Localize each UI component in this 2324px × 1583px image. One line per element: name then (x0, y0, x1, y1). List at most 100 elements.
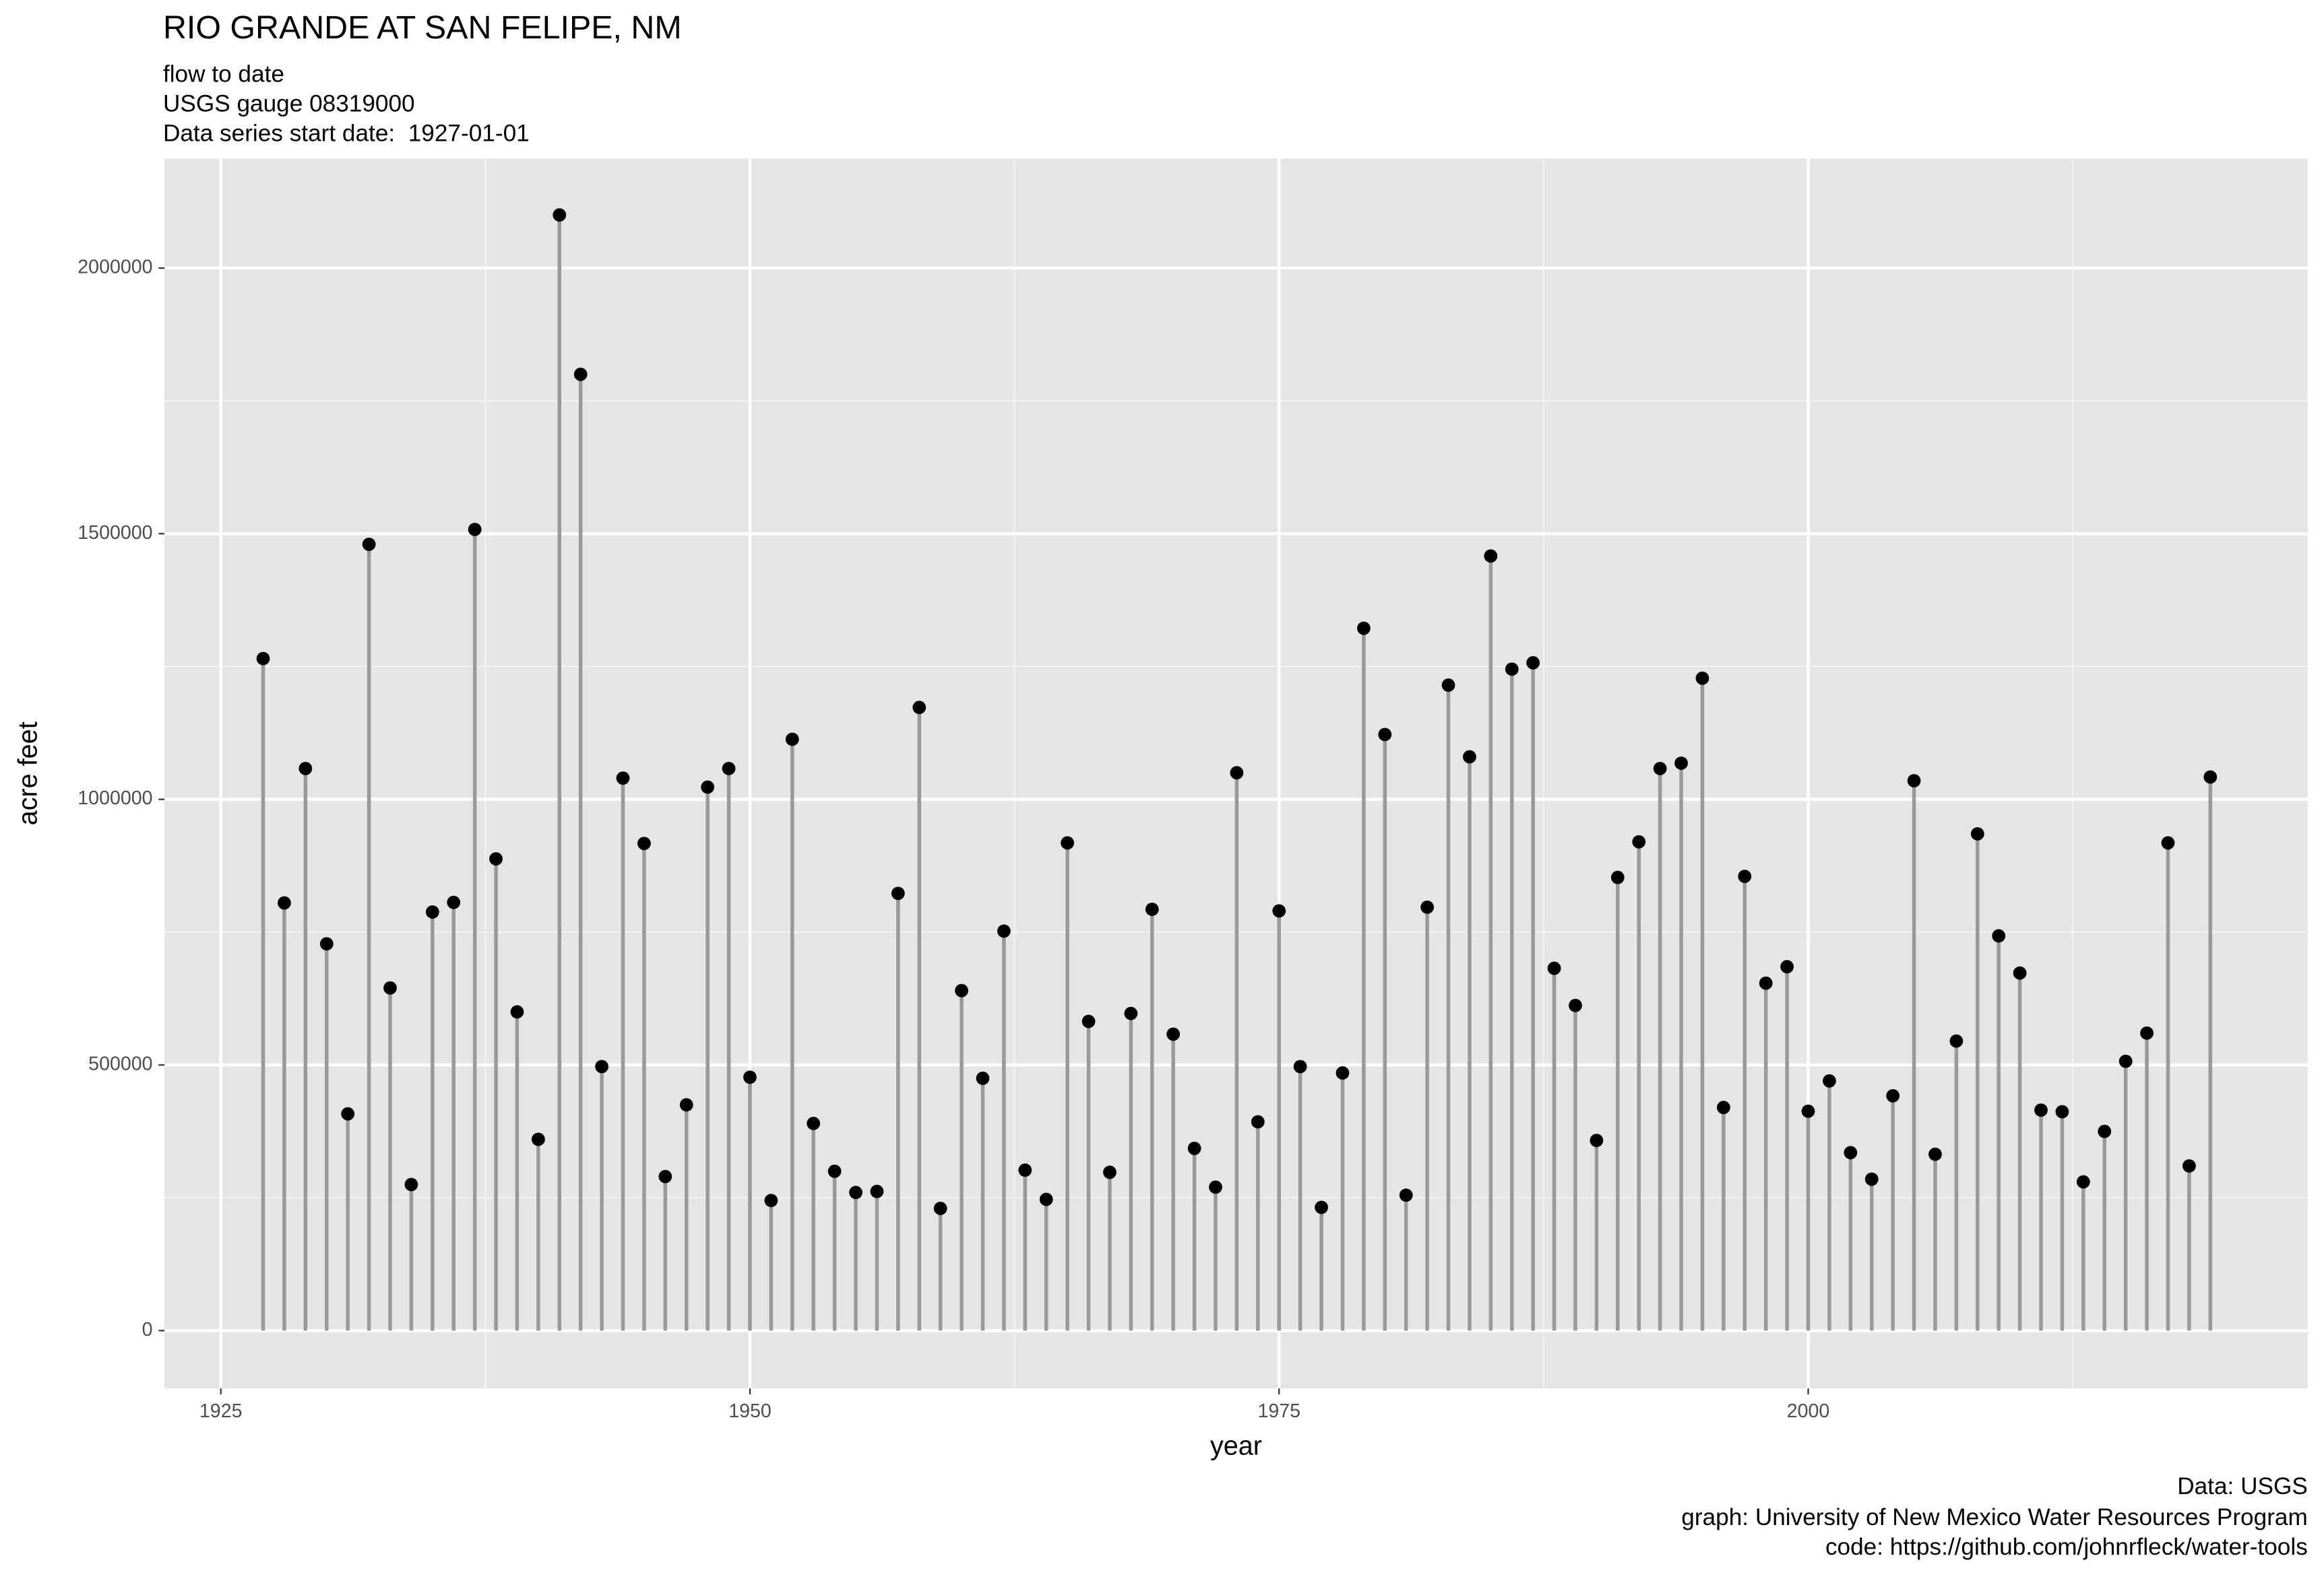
point (1378, 728, 1392, 742)
point (1949, 1034, 1964, 1048)
point (1315, 1200, 1328, 1215)
point (1780, 960, 1794, 973)
caption: code: https://github.com/johnrfleck/wate… (1825, 1534, 2308, 1560)
point (447, 895, 461, 909)
point (849, 1186, 862, 1200)
point (1293, 1060, 1307, 1074)
point (637, 837, 651, 850)
point (1526, 656, 1540, 670)
point (658, 1169, 672, 1184)
point (1653, 761, 1667, 775)
point (722, 761, 736, 775)
point (1484, 549, 1498, 563)
point (2098, 1124, 2112, 1138)
point (319, 937, 334, 951)
point (1039, 1192, 1053, 1206)
point (679, 1098, 693, 1112)
point (2140, 1026, 2154, 1040)
point (2203, 770, 2218, 784)
point (1336, 1066, 1350, 1080)
point (976, 1071, 990, 1085)
point (404, 1177, 418, 1192)
point (1018, 1163, 1032, 1177)
point (1272, 904, 1286, 918)
point (1823, 1074, 1836, 1088)
x-tick-label: 2000 (1787, 1400, 1830, 1422)
point (425, 905, 439, 919)
point (616, 771, 630, 785)
point (1928, 1147, 1942, 1161)
point (256, 651, 270, 666)
point (573, 367, 588, 381)
point (362, 538, 376, 551)
point (468, 523, 482, 536)
point (383, 981, 397, 995)
point (912, 701, 927, 715)
y-axis-title: acre feet (13, 721, 42, 825)
x-axis-title: year (1210, 1431, 1262, 1461)
x-tick-label: 1950 (728, 1400, 772, 1422)
point (553, 208, 567, 222)
point (807, 1116, 821, 1130)
point (764, 1194, 778, 1208)
point (1864, 1172, 1879, 1186)
point (1209, 1180, 1222, 1194)
point (2118, 1054, 2133, 1068)
point (531, 1132, 545, 1146)
point (785, 732, 799, 746)
point (1801, 1104, 1815, 1118)
point (955, 983, 968, 998)
y-tick-label: 500000 (88, 1054, 152, 1075)
point (2055, 1105, 2069, 1119)
point (1251, 1115, 1265, 1129)
point (1166, 1027, 1181, 1041)
point (1230, 766, 1244, 780)
point (2076, 1175, 2090, 1189)
point (1187, 1141, 1201, 1155)
point (743, 1070, 757, 1085)
x-tick-label: 1925 (199, 1400, 243, 1422)
point (891, 886, 905, 901)
caption: graph: University of New Mexico Water Re… (1681, 1504, 2308, 1530)
caption: Data: USGS (2177, 1473, 2308, 1499)
point (1505, 662, 1519, 676)
point (1695, 671, 1709, 685)
point (2182, 1159, 2196, 1173)
point (1886, 1089, 1900, 1103)
point (933, 1202, 947, 1215)
point (1674, 756, 1688, 770)
y-tick-label: 1500000 (77, 522, 152, 544)
point (1441, 678, 1455, 692)
point (1907, 774, 1921, 787)
point (1399, 1188, 1413, 1202)
point (1463, 750, 1476, 764)
subtitle: Data series start date: 1927-01-01 (163, 121, 530, 147)
subtitle: USGS gauge 08319000 (163, 91, 415, 117)
y-tick-label: 0 (142, 1319, 153, 1340)
point (997, 924, 1011, 938)
point (2161, 836, 2175, 850)
point (278, 896, 291, 910)
point (510, 1005, 524, 1019)
point (870, 1184, 884, 1198)
point (827, 1164, 842, 1178)
point (1610, 870, 1625, 884)
point (1569, 998, 1582, 1012)
point (299, 761, 313, 775)
point (341, 1107, 355, 1121)
subtitle: flow to date (163, 61, 284, 88)
point (1124, 1006, 1138, 1021)
point (489, 852, 503, 866)
point (1547, 961, 1561, 975)
point (1992, 929, 2006, 943)
point (1738, 870, 1752, 883)
y-tick-label: 1000000 (77, 787, 152, 809)
point (1632, 835, 1646, 849)
y-tick-label: 2000000 (77, 256, 152, 278)
point (1103, 1165, 1117, 1180)
chart-title: RIO GRANDE AT SAN FELIPE, NM (163, 9, 682, 46)
x-tick-label: 1975 (1257, 1400, 1300, 1422)
point (1356, 621, 1371, 635)
point (1420, 900, 1435, 914)
